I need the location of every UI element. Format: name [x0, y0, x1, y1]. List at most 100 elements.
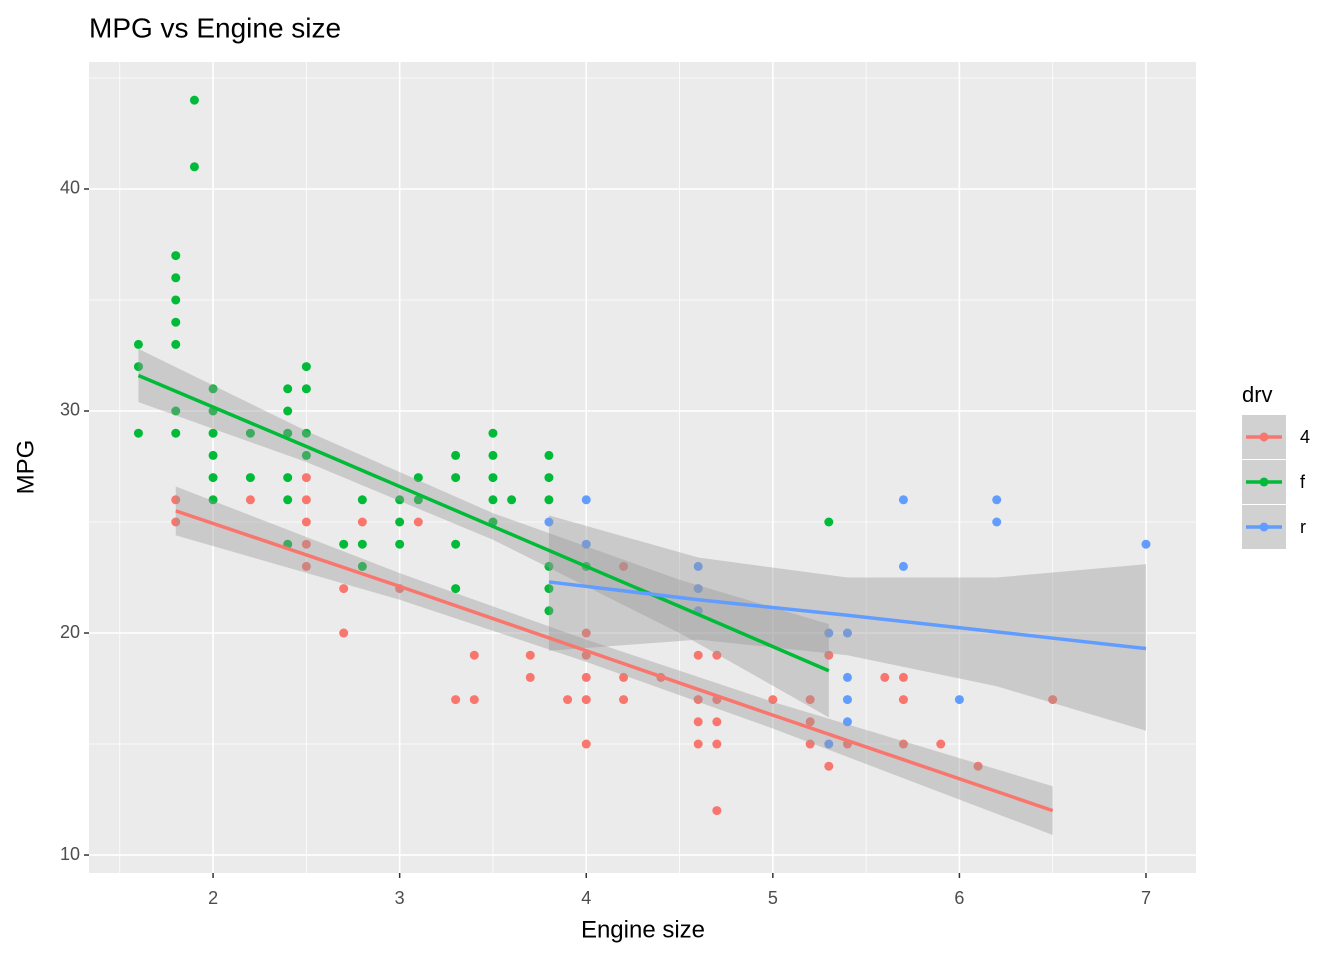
point	[842, 628, 852, 638]
point	[469, 695, 479, 705]
point	[712, 806, 722, 816]
point	[339, 584, 349, 594]
point	[768, 695, 778, 705]
x-tick-label: 3	[395, 888, 405, 908]
point	[283, 428, 293, 438]
point	[581, 539, 591, 549]
point	[451, 539, 461, 549]
point	[301, 450, 311, 460]
point	[208, 450, 218, 460]
x-axis-label: Engine size	[581, 916, 705, 943]
point	[1141, 539, 1151, 549]
point	[245, 473, 255, 483]
point	[357, 561, 367, 571]
point	[693, 650, 703, 660]
point	[712, 717, 722, 727]
point	[544, 450, 554, 460]
point	[544, 561, 554, 571]
point	[898, 495, 908, 505]
legend-label: r	[1300, 517, 1306, 537]
point	[954, 695, 964, 705]
point	[581, 672, 591, 682]
point	[208, 495, 218, 505]
fit-line	[175, 509, 1054, 813]
point	[544, 495, 554, 505]
point	[301, 473, 311, 483]
point	[451, 695, 461, 705]
point	[544, 606, 554, 616]
point	[189, 162, 199, 172]
point	[413, 517, 423, 527]
point	[898, 739, 908, 749]
point	[339, 628, 349, 638]
point	[488, 473, 498, 483]
legend-label: 4	[1300, 427, 1310, 447]
point	[451, 473, 461, 483]
point	[693, 739, 703, 749]
point	[544, 473, 554, 483]
point	[525, 672, 535, 682]
x-tick-label: 4	[581, 888, 591, 908]
point	[301, 362, 311, 372]
point	[208, 428, 218, 438]
point	[189, 95, 199, 105]
y-tick-label: 30	[60, 400, 80, 420]
legend-title: drv	[1242, 382, 1273, 407]
point	[301, 428, 311, 438]
point	[301, 384, 311, 394]
point	[283, 495, 293, 505]
point	[712, 739, 722, 749]
point	[992, 517, 1002, 527]
point	[395, 495, 405, 505]
plot-panel	[89, 62, 1196, 873]
fit-line	[137, 373, 830, 673]
x-tick-label: 2	[208, 888, 218, 908]
point	[395, 517, 405, 527]
point	[208, 384, 218, 394]
point	[619, 695, 629, 705]
point	[842, 717, 852, 727]
y-axis-label: MPG	[12, 440, 39, 495]
point	[301, 539, 311, 549]
point	[283, 406, 293, 416]
point	[171, 517, 181, 527]
point	[936, 739, 946, 749]
point	[693, 561, 703, 571]
point	[824, 650, 834, 660]
point	[525, 650, 535, 660]
point	[805, 717, 815, 727]
x-tick-label: 6	[954, 888, 964, 908]
point	[171, 406, 181, 416]
point	[1048, 695, 1058, 705]
point	[805, 695, 815, 705]
point	[171, 339, 181, 349]
fit-line	[548, 580, 1147, 651]
point	[133, 339, 143, 349]
point	[619, 672, 629, 682]
y-tick-label: 10	[60, 844, 80, 864]
point	[712, 650, 722, 660]
legend-dot	[1259, 522, 1269, 532]
point	[357, 539, 367, 549]
point	[171, 273, 181, 283]
point	[245, 495, 255, 505]
confidence-band	[548, 515, 1146, 731]
point	[898, 672, 908, 682]
point	[507, 495, 517, 505]
point	[171, 428, 181, 438]
point	[898, 561, 908, 571]
point	[245, 428, 255, 438]
legend-dot	[1259, 477, 1269, 487]
point	[488, 450, 498, 460]
x-tick-label: 5	[768, 888, 778, 908]
point	[619, 561, 629, 571]
y-tick-label: 40	[60, 178, 80, 198]
point	[301, 517, 311, 527]
point	[992, 495, 1002, 505]
point	[171, 495, 181, 505]
x-tick-label: 7	[1141, 888, 1151, 908]
point	[973, 761, 983, 771]
point	[301, 561, 311, 571]
point	[898, 695, 908, 705]
point	[880, 672, 890, 682]
